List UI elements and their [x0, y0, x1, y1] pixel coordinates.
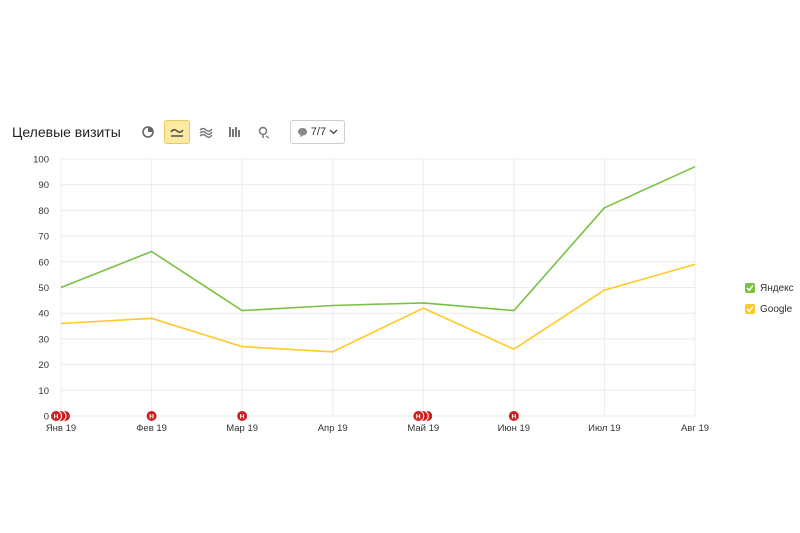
legend-label: Google [760, 303, 793, 315]
y-tick-label: 90 [38, 180, 49, 191]
area-chart-button[interactable] [193, 120, 219, 144]
y-tick-label: 100 [33, 155, 49, 166]
x-tick-label: Фев 19 [136, 423, 167, 434]
x-tick-label: Авг 19 [681, 423, 709, 434]
annotation-marker[interactable]: Н [236, 410, 249, 422]
area-chart-icon [199, 127, 213, 138]
legend-item-yandex[interactable]: Яндекс [745, 281, 794, 295]
annotation-marker[interactable]: Н [507, 410, 520, 422]
y-tick-label: 30 [38, 334, 49, 345]
marker-circle [412, 410, 425, 422]
x-tick-label: Мар 19 [226, 423, 258, 434]
chart-legend: Яндекс Google [745, 281, 794, 323]
annotations-dropdown[interactable]: 7/7 [289, 120, 346, 144]
y-tick-label: 70 [38, 232, 49, 243]
x-tick-label: Июл 19 [588, 423, 621, 434]
y-tick-label: 50 [38, 283, 49, 294]
x-tick-label: Янв 19 [46, 423, 76, 434]
speech-bubble-icon [297, 127, 307, 137]
x-tick-label: Апр 19 [318, 423, 348, 434]
annotation-marker[interactable]: Н [412, 410, 434, 422]
map-button[interactable] [251, 120, 277, 144]
line-chart-icon [170, 129, 184, 137]
marker-label: Н [240, 414, 245, 421]
widget-title: Целевые визиты [12, 124, 121, 140]
annotation-marker[interactable]: Н [50, 410, 71, 422]
pie-chart-button[interactable] [135, 120, 161, 144]
column-chart-icon [229, 127, 241, 137]
checkbox-icon [745, 283, 755, 293]
marker-label: Н [416, 414, 421, 421]
y-tick-label: 20 [38, 360, 49, 371]
y-tick-label: 0 [44, 412, 49, 423]
checkbox-icon [745, 304, 755, 314]
x-tick-label: Май 19 [407, 423, 439, 434]
marker-label: Н [149, 414, 154, 421]
marker-label: Н [54, 414, 59, 421]
marker-circle [507, 410, 520, 422]
series-line-yandex [60, 165, 696, 312]
y-tick-label: 60 [38, 257, 49, 268]
y-tick-label: 80 [38, 206, 49, 217]
y-tick-label: 40 [38, 309, 49, 320]
x-tick-label: Июн 19 [498, 423, 530, 434]
marker-circle [236, 410, 249, 422]
pie-chart-icon [141, 126, 154, 138]
y-tick-label: 10 [38, 386, 49, 397]
chevron-down-icon [329, 129, 338, 135]
legend-label: Яндекс [760, 282, 794, 294]
chart-toolbar: Целевые визиты [12, 118, 346, 146]
map-pin-icon [258, 126, 270, 138]
column-chart-button[interactable] [222, 120, 248, 144]
annotations-count: 7/7 [310, 126, 327, 138]
marker-circle [145, 410, 158, 422]
series-line-google [60, 263, 696, 353]
line-chart-button[interactable] [163, 120, 190, 144]
legend-item-google[interactable]: Google [745, 302, 794, 316]
marker-circle [50, 410, 62, 422]
marker-label: Н [512, 414, 517, 421]
annotation-marker[interactable]: Н [145, 410, 158, 422]
